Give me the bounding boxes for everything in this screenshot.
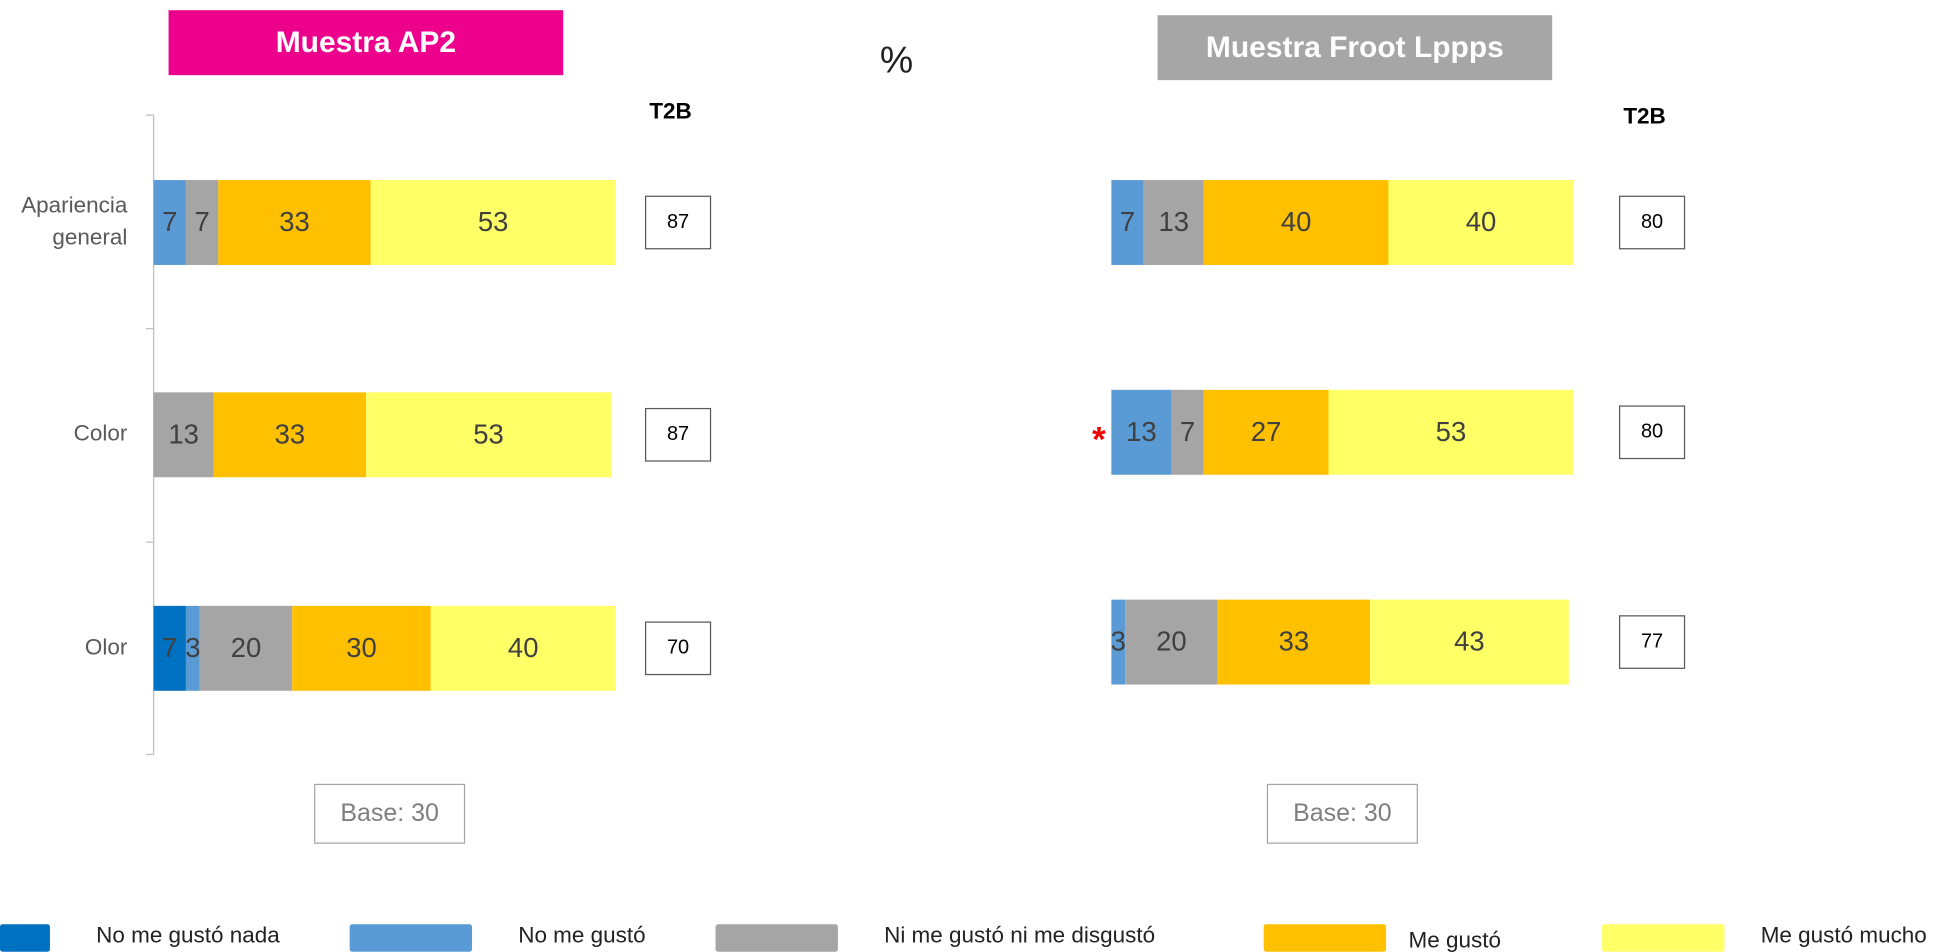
value-label: 7 [194, 206, 209, 237]
bar-segment: Ni me gustó ni me disgustó [1125, 599, 1218, 685]
legend-label: No me gustó [518, 923, 645, 948]
t2b-label: T2B [649, 99, 691, 124]
t2b-value: 70 [667, 637, 689, 659]
page-title: % [880, 39, 913, 81]
base-label: Base: 30 [1293, 799, 1392, 827]
annotation: * [1092, 421, 1106, 460]
value-label: 33 [279, 206, 310, 237]
category-label: Color [74, 421, 128, 446]
bar-segment: No me gustó [185, 605, 200, 691]
bar-segment: Me gustó mucho [366, 392, 612, 478]
bar-segment: Me gustó [213, 392, 367, 478]
value-label: 7 [162, 206, 177, 237]
bar-segment: Me gustó mucho [1370, 599, 1569, 685]
bar-segment: Ni me gustó ni me disgustó [1143, 180, 1204, 265]
legend-swatch [0, 924, 50, 952]
legend-label: Me gustó mucho [1761, 923, 1927, 948]
t2b-value: 77 [1641, 630, 1663, 652]
base-box [314, 783, 466, 844]
bar-segment: Me gustó mucho [430, 605, 616, 691]
value-label: 53 [1436, 416, 1467, 447]
bar-segment: Me gustó mucho [370, 180, 616, 265]
base-box [1266, 783, 1418, 844]
bar-segment: Ni me gustó ni me disgustó [185, 180, 219, 265]
t2b-box [644, 195, 712, 250]
value-label: 13 [1158, 206, 1189, 237]
t2b-box [644, 621, 712, 676]
bar-segment: Me gustó [1203, 180, 1389, 265]
bar-segment: Me gustó [1203, 389, 1329, 475]
value-label: 3 [185, 632, 200, 663]
t2b-box [1618, 195, 1686, 250]
category-label: Apariencia general [21, 192, 128, 249]
value-label: 7 [1120, 206, 1135, 237]
value-label: 27 [1251, 416, 1282, 447]
bar-segment: Me gustó mucho [1328, 389, 1574, 475]
value-label: 33 [275, 418, 306, 449]
value-label: 20 [1156, 626, 1187, 657]
t2b-value: 80 [1641, 211, 1663, 233]
legend-swatch [715, 924, 838, 952]
value-label: 53 [478, 206, 509, 237]
header: Muestra Froot Lppps [1206, 31, 1504, 64]
t2b-box [644, 407, 712, 462]
value-label: 40 [1466, 206, 1497, 237]
value-label: 13 [1126, 416, 1157, 447]
bar-segment: Ni me gustó ni me disgustó [1171, 389, 1204, 475]
category-label-line: Apariencia [21, 192, 128, 217]
legend-swatch [1602, 924, 1725, 952]
value-label: 13 [168, 418, 199, 449]
category-label-line: general [52, 225, 127, 250]
bar-segment: No me gustó [1111, 180, 1144, 265]
bar-segment: Ni me gustó ni me disgustó [199, 605, 293, 691]
value-label: 33 [1279, 626, 1310, 657]
value-label: 43 [1454, 626, 1485, 657]
value-label: 3 [1111, 626, 1126, 657]
value-label: 53 [473, 418, 504, 449]
legend-label: Ni me gustó ni me disgustó [884, 923, 1155, 948]
bar-segment: Me gustó [218, 180, 371, 265]
t2b-label: T2B [1623, 104, 1665, 129]
bar-segment: Me gustó [292, 605, 431, 691]
header: Muestra AP2 [276, 26, 456, 59]
value-label: 20 [231, 632, 262, 663]
bar-segment: Me gustó [1217, 599, 1371, 685]
value-label: 7 [162, 632, 177, 663]
value-label: 40 [508, 632, 539, 663]
t2b-value: 87 [667, 211, 689, 233]
t2b-box [1618, 615, 1686, 669]
bar-segment: No me gustó [1111, 599, 1126, 685]
t2b-box [1618, 405, 1686, 460]
category-label: Olor [85, 634, 128, 659]
t2b-value: 80 [1641, 421, 1663, 443]
bar-segment: No me gustó nada [153, 605, 186, 691]
bar-segment: Me gustó mucho [1388, 180, 1574, 265]
value-label: 7 [1180, 416, 1195, 447]
value-label: 40 [1281, 206, 1312, 237]
bar-segment: No me gustó [153, 180, 186, 265]
base-label: Base: 30 [340, 799, 439, 827]
header-box [1157, 15, 1553, 81]
legend-label: No me gustó nada [96, 923, 280, 948]
bar-segment: Ni me gustó ni me disgustó [153, 392, 214, 478]
value-label: 30 [346, 632, 377, 663]
legend-label: Me gustó [1409, 928, 1501, 952]
t2b-value: 87 [667, 423, 689, 445]
bar-segment: No me gustó [1111, 389, 1172, 475]
legend-swatch [349, 924, 473, 952]
header-box [168, 10, 564, 76]
legend-swatch [1263, 924, 1387, 952]
